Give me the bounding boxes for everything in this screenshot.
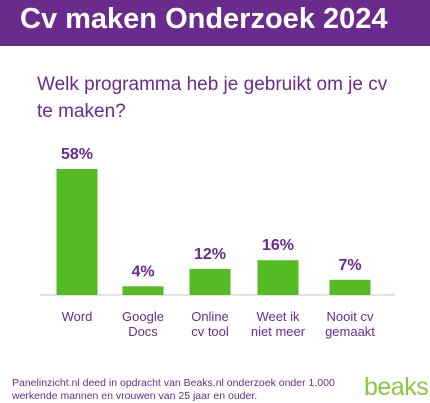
data-label-0: 58% xyxy=(61,146,93,163)
bar-1 xyxy=(122,286,164,295)
page-title: Cv maken Onderzoek 2024 xyxy=(20,3,388,35)
category-label-2: Online cv tool xyxy=(191,309,229,339)
bar-chart: 58% Word 4% Google Docs 12% Online cv tool 16% We… xyxy=(40,146,395,339)
header-banner: Cv maken Onderzoek 2024 xyxy=(0,0,430,46)
bar-0 xyxy=(56,169,98,295)
category-label-0: Word xyxy=(62,309,93,324)
beaks-logo: beaks xyxy=(364,373,429,401)
bar-2 xyxy=(189,268,231,295)
survey-question: Welk programma heb je gebruikt om je cv … xyxy=(37,74,388,122)
data-label-2: 12% xyxy=(194,246,226,263)
category-label-1: Google Docs xyxy=(122,309,164,339)
footer-note: Panelinzicht.nl deed in opdracht van Bea… xyxy=(12,377,335,402)
category-label-3: Weet ik niet meer xyxy=(251,309,306,339)
data-label-1: 4% xyxy=(131,263,154,280)
data-label-3: 16% xyxy=(262,237,294,254)
data-label-4: 7% xyxy=(338,257,361,274)
bar-4 xyxy=(329,279,371,295)
bar-3 xyxy=(257,260,299,295)
category-label-4: Nooit cv gemaakt xyxy=(325,309,375,339)
